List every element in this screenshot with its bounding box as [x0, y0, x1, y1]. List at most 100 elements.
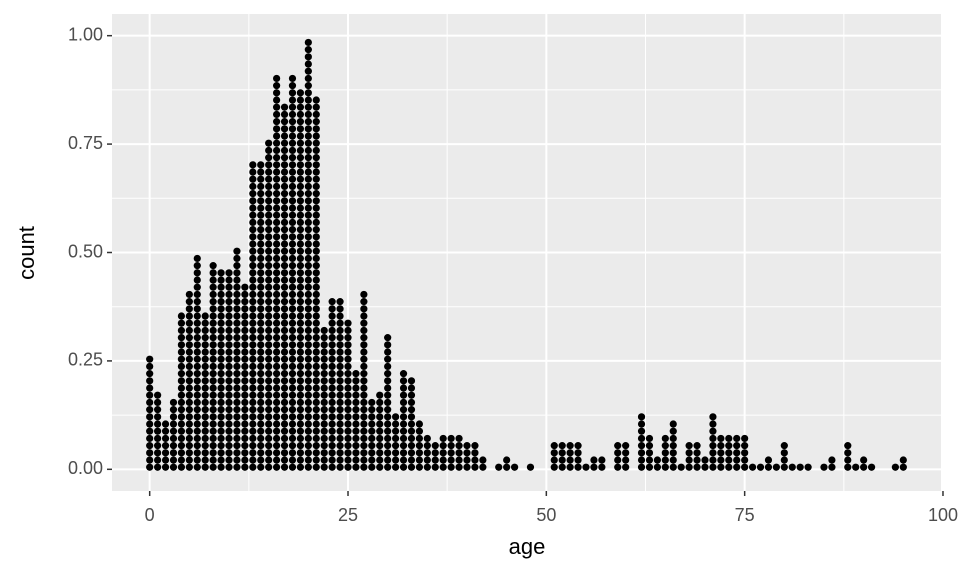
dot	[288, 161, 297, 169]
dot	[288, 290, 297, 299]
dot	[273, 139, 281, 147]
dot	[217, 362, 225, 371]
dot	[336, 406, 344, 414]
dot	[725, 442, 733, 450]
dot	[273, 262, 281, 270]
dot	[249, 348, 257, 356]
dot	[296, 254, 305, 263]
y-tick-label: 1.00	[68, 24, 103, 44]
dot	[280, 262, 289, 270]
dot	[241, 427, 249, 435]
dot	[645, 434, 654, 443]
dot-stack	[860, 456, 868, 471]
dot	[304, 226, 312, 234]
dot-stack	[653, 456, 661, 471]
dot	[304, 406, 312, 414]
dot	[177, 442, 186, 450]
dot	[225, 348, 233, 356]
dot	[201, 362, 209, 371]
dot	[360, 326, 368, 335]
dot	[265, 154, 273, 162]
dot	[296, 139, 305, 147]
dot	[352, 391, 360, 399]
dot	[249, 161, 257, 169]
dot	[280, 398, 289, 407]
dot	[336, 377, 344, 385]
dot-stack	[764, 456, 773, 471]
dot	[257, 463, 265, 471]
dot	[312, 175, 320, 183]
dot	[304, 305, 312, 313]
dot	[320, 420, 328, 428]
dot	[741, 449, 749, 457]
dot	[241, 442, 249, 450]
dot	[217, 434, 225, 443]
dot	[233, 384, 241, 392]
dot	[312, 269, 320, 277]
dot	[399, 456, 408, 464]
dot	[328, 334, 336, 342]
dot	[384, 334, 392, 342]
dot	[352, 434, 360, 443]
dot	[304, 262, 312, 270]
dot	[415, 434, 424, 443]
dot	[185, 362, 193, 371]
dot	[288, 456, 297, 464]
dot	[217, 355, 225, 363]
dot	[701, 456, 709, 464]
dot	[201, 384, 209, 392]
dot	[304, 46, 312, 54]
dot	[209, 290, 217, 299]
dot	[257, 384, 265, 392]
dot-stack	[423, 434, 431, 471]
dot	[296, 269, 305, 277]
dot	[296, 355, 305, 363]
dot	[273, 406, 281, 414]
dot	[463, 456, 471, 464]
dot	[304, 442, 312, 450]
dot	[249, 190, 257, 198]
dot	[392, 442, 400, 450]
dot	[320, 391, 328, 399]
dot	[344, 370, 352, 378]
dot	[304, 96, 312, 104]
dot	[193, 341, 201, 349]
dot	[709, 420, 717, 428]
dot	[455, 456, 463, 464]
dot	[360, 384, 368, 392]
dot	[296, 406, 305, 414]
dot	[249, 341, 257, 349]
dot	[709, 463, 717, 471]
dot	[217, 283, 225, 291]
dot-stack	[820, 463, 828, 471]
dot	[860, 456, 868, 464]
dot	[669, 420, 677, 428]
dot	[257, 377, 265, 385]
dot	[614, 463, 622, 471]
dot	[241, 319, 249, 327]
dot	[844, 442, 852, 450]
dot	[185, 305, 193, 313]
dot	[161, 463, 170, 471]
dot	[685, 442, 693, 450]
dot-stack	[733, 434, 741, 471]
dot-stack	[154, 391, 162, 471]
dot-stack	[526, 463, 535, 471]
dot	[336, 348, 344, 356]
dot	[249, 269, 257, 277]
dot	[249, 312, 257, 320]
dot	[201, 449, 209, 457]
dot	[217, 312, 225, 320]
dot	[399, 398, 408, 407]
dot	[336, 312, 344, 320]
dot	[249, 262, 257, 270]
dot	[280, 139, 289, 147]
dot	[741, 442, 749, 450]
dot	[360, 312, 368, 320]
dot	[280, 355, 289, 363]
dot	[241, 377, 249, 385]
dot-stack	[891, 463, 899, 471]
dot	[201, 377, 209, 385]
dot	[384, 434, 392, 443]
dot	[193, 362, 201, 371]
